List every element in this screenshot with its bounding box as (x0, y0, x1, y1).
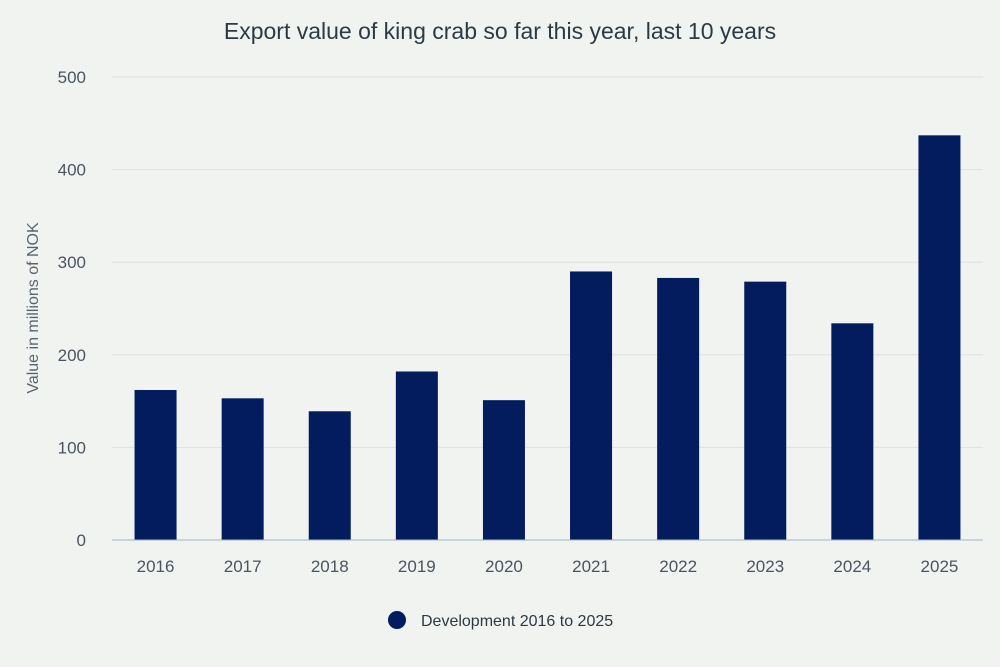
bar-2020[interactable] (482, 400, 525, 540)
bar-2017[interactable] (221, 398, 264, 540)
x-tick-label: 2017 (224, 557, 262, 576)
bar-2025[interactable] (918, 135, 961, 540)
x-tick-label: 2020 (485, 557, 523, 576)
legend-marker-icon (388, 611, 406, 629)
bar-2024[interactable] (831, 323, 874, 540)
x-tick-label: 2016 (137, 557, 175, 576)
y-tick-label: 500 (58, 68, 86, 87)
x-tick-label: 2019 (398, 557, 436, 576)
bar-2016[interactable] (134, 389, 177, 540)
bar-2021[interactable] (570, 271, 613, 540)
y-tick-label: 200 (58, 346, 86, 365)
y-axis-ticks: 0 100 200 300 400 500 (58, 68, 86, 550)
x-tick-label: 2018 (311, 557, 349, 576)
bar-2023[interactable] (744, 281, 787, 540)
x-tick-label: 2023 (746, 557, 784, 576)
y-tick-label: 300 (58, 253, 86, 272)
bar-2022[interactable] (657, 277, 700, 540)
legend[interactable]: Development 2016 to 2025 (388, 611, 613, 630)
y-tick-label: 100 (58, 438, 86, 457)
x-axis-ticks: 2016 2017 2018 2019 2020 2021 2022 2023 2024 2025 (137, 557, 959, 576)
legend-label: Development 2016 to 2025 (421, 613, 613, 630)
y-tick-label: 0 (77, 531, 86, 550)
x-tick-label: 2022 (659, 557, 697, 576)
bars (134, 135, 961, 540)
x-tick-label: 2021 (572, 557, 610, 576)
y-tick-label: 400 (58, 161, 86, 180)
y-axis-label: Value in millions of NOK (25, 222, 42, 394)
bar-2019[interactable] (395, 371, 438, 540)
chart-title: Export value of king crab so far this ye… (224, 18, 776, 44)
x-tick-label: 2024 (833, 557, 871, 576)
x-tick-label: 2025 (921, 557, 959, 576)
bar-2018[interactable] (308, 411, 351, 540)
